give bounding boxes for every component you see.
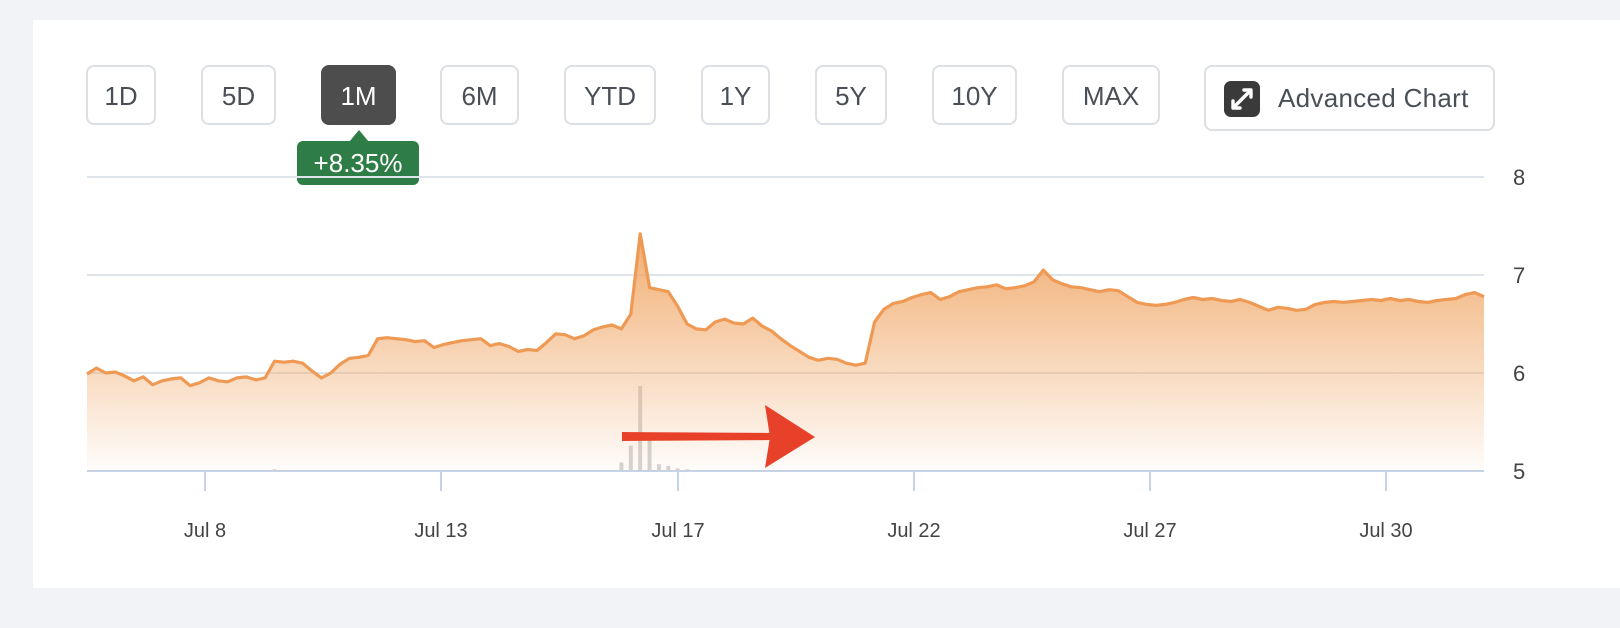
range-button-10y[interactable]: 10Y <box>932 65 1017 125</box>
x-tick-label: Jul 30 <box>1359 520 1412 542</box>
price-line <box>86 232 1485 388</box>
price-area <box>87 233 1484 471</box>
range-button-1d[interactable]: 1D <box>86 65 156 125</box>
range-button-ytd[interactable]: YTD <box>564 65 656 125</box>
annotation-arrow <box>622 405 815 468</box>
y-tick-label: 8 <box>1513 165 1525 190</box>
x-tick-label: Jul 22 <box>887 520 940 542</box>
y-tick-label: 6 <box>1513 361 1525 386</box>
range-button-1m[interactable]: 1M <box>321 65 396 125</box>
x-tick-label: Jul 13 <box>414 520 467 542</box>
x-tick-label: Jul 27 <box>1123 520 1176 542</box>
y-tick-label: 5 <box>1513 459 1525 484</box>
range-button-5y[interactable]: 5Y <box>815 65 887 125</box>
range-button-5d[interactable]: 5D <box>201 65 276 125</box>
advanced-chart-label: Advanced Chart <box>1278 83 1469 113</box>
range-button-max[interactable]: MAX <box>1062 65 1160 125</box>
badge-pointer <box>349 130 369 142</box>
advanced-chart-button[interactable]: Advanced Chart <box>1204 65 1495 131</box>
x-tick-label: Jul 17 <box>651 520 704 542</box>
range-button-1y[interactable]: 1Y <box>701 65 770 125</box>
range-button-6m[interactable]: 6M <box>440 65 519 125</box>
y-tick-label: 7 <box>1513 263 1525 288</box>
expand-icon <box>1224 81 1260 117</box>
x-tick-label: Jul 8 <box>184 520 226 542</box>
